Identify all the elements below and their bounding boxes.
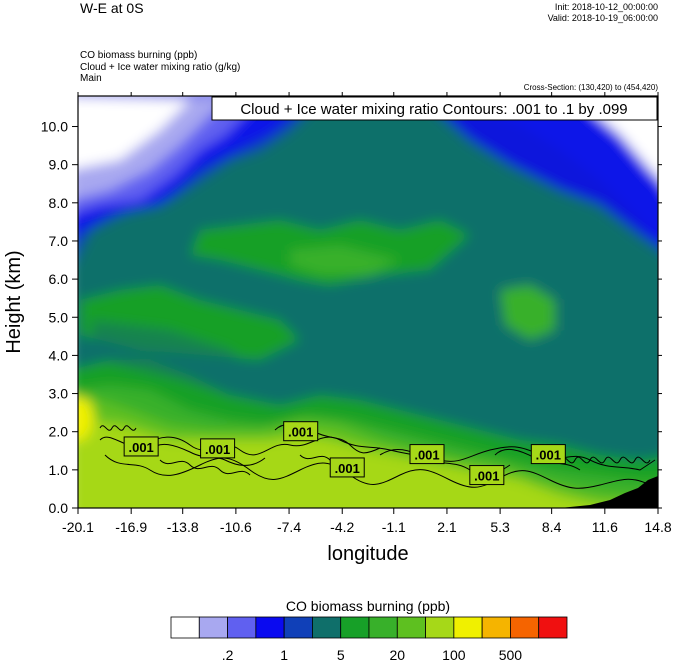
colorbar-swatch [340, 616, 370, 639]
init-time: Init: 2018-10-12_00:00:00 [554, 2, 658, 12]
chart-title-box [211, 96, 658, 121]
contour-label: .001 [128, 440, 153, 455]
colorbar-swatch [538, 616, 568, 639]
contour-label-box [530, 444, 566, 465]
x-tick-label: -4.2 [330, 519, 354, 535]
y-tick-label: 3.0 [49, 386, 69, 402]
y-tick-label: 6.0 [49, 271, 69, 287]
contour-label-box [200, 438, 236, 459]
contour-label-box [329, 457, 365, 478]
x-tick-label: -13.8 [167, 519, 199, 535]
contour-label: .001 [536, 448, 561, 463]
fill-band-teal-pocket [90, 320, 260, 395]
colorbar-title: CO biomass burning (ppb) [286, 598, 450, 614]
fill-band-green-right [500, 285, 555, 340]
contour-label: .001 [288, 425, 313, 440]
cross-section-label: Cross-Section: (130,420) to (454,420) [523, 83, 658, 92]
contour-label-box [283, 421, 319, 442]
y-tick-label: 4.0 [49, 347, 69, 363]
x-tick-label: -10.6 [220, 519, 252, 535]
x-tick-label: 5.3 [490, 519, 510, 535]
contour-label: .001 [205, 442, 230, 457]
colorbar-tick-label: 1 [280, 647, 288, 663]
field-label-domain: Main [80, 73, 102, 84]
y-tick-label: 7.0 [49, 233, 69, 249]
y-tick-label: 9.0 [49, 157, 69, 173]
y-tick-label: 8.0 [49, 195, 69, 211]
colorbar-tick-label: 100 [442, 647, 466, 663]
colorbar-swatch [170, 616, 200, 639]
field-label-co: CO biomass burning (ppb) [80, 50, 198, 61]
contour-label-box [469, 465, 505, 486]
colorbar-tick-label: .2 [222, 647, 234, 663]
contour-label-layer: .001 .001 .001 .001 .001 .001 .001 [123, 421, 566, 486]
y-tick-label: 1.0 [49, 462, 69, 478]
valid-time: Valid: 2018-10-19_06:00:00 [547, 13, 658, 23]
y-tick-label: 10.0 [41, 119, 68, 135]
axis-layer: -20.1 -16.9 -13.8 -10.6 -7.4 -4.2 -1.1 2.1 5.3 8.… [41, 92, 672, 535]
page-title: W-E at 0S [80, 0, 144, 16]
fill-band-yellow [78, 397, 95, 440]
colorbar-swatch [453, 616, 483, 639]
colorbar-swatch [227, 616, 257, 639]
contour-label-box [409, 444, 445, 465]
colorbar-swatch [368, 616, 398, 639]
x-tick-label: 8.4 [542, 519, 562, 535]
filled-contours: .001 .001 .001 .001 .001 .001 .001 [78, 96, 658, 508]
colorbar-swatch [198, 616, 228, 639]
colorbar-swatch [481, 616, 511, 639]
colorbar-tick-label: 500 [499, 647, 523, 663]
fill-band-white-left [78, 96, 190, 169]
colorbar-swatch [510, 616, 540, 639]
colorbar-swatch [425, 616, 455, 639]
chart-title: Cloud + Ice water mixing ratio Contours:… [240, 101, 627, 118]
colorbar: .2 1 5 20 100 500 [170, 616, 568, 663]
y-tick-label: 5.0 [49, 309, 69, 325]
contour-label-box [123, 436, 159, 457]
plot-frame [77, 95, 659, 509]
terrain [560, 476, 658, 508]
x-tick-label: 14.8 [644, 519, 671, 535]
y-tick-label: 0.0 [49, 500, 69, 516]
field-label-cloud: Cloud + Ice water mixing ratio (g/kg) [80, 62, 241, 73]
x-tick-label: -7.4 [277, 519, 301, 535]
contour-label: .001 [474, 469, 499, 484]
x-tick-label: 2.1 [437, 519, 457, 535]
contour-label: .001 [335, 461, 360, 476]
x-tick-label: 11.6 [592, 519, 618, 535]
contour-label: .001 [414, 448, 439, 463]
y-axis-label: Height (km) [3, 250, 25, 353]
x-tick-label: -16.9 [115, 519, 147, 535]
x-tick-label: -20.1 [62, 519, 94, 535]
colorbar-swatch [312, 616, 342, 639]
x-tick-label: -1.1 [382, 519, 406, 535]
colorbar-swatch [255, 616, 285, 639]
colorbar-swatch [283, 616, 313, 639]
fill-band-lightgreen-mid [290, 245, 400, 275]
colorbar-swatch [396, 616, 426, 639]
colorbar-tick-label: 20 [389, 647, 405, 663]
y-tick-label: 2.0 [49, 424, 69, 440]
x-axis-label: longitude [327, 543, 408, 565]
colorbar-tick-label: 5 [337, 647, 345, 663]
